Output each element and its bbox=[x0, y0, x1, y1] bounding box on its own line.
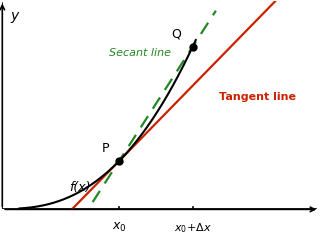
Text: y: y bbox=[11, 8, 19, 22]
Text: f(x): f(x) bbox=[69, 181, 91, 194]
Text: $x_0$: $x_0$ bbox=[112, 221, 126, 234]
Text: $x_0{+}\Delta x$: $x_0{+}\Delta x$ bbox=[174, 221, 212, 234]
Text: P: P bbox=[101, 142, 109, 154]
Text: Q: Q bbox=[171, 27, 181, 40]
Text: Secant line: Secant line bbox=[109, 48, 171, 58]
Text: Tangent line: Tangent line bbox=[219, 92, 296, 102]
